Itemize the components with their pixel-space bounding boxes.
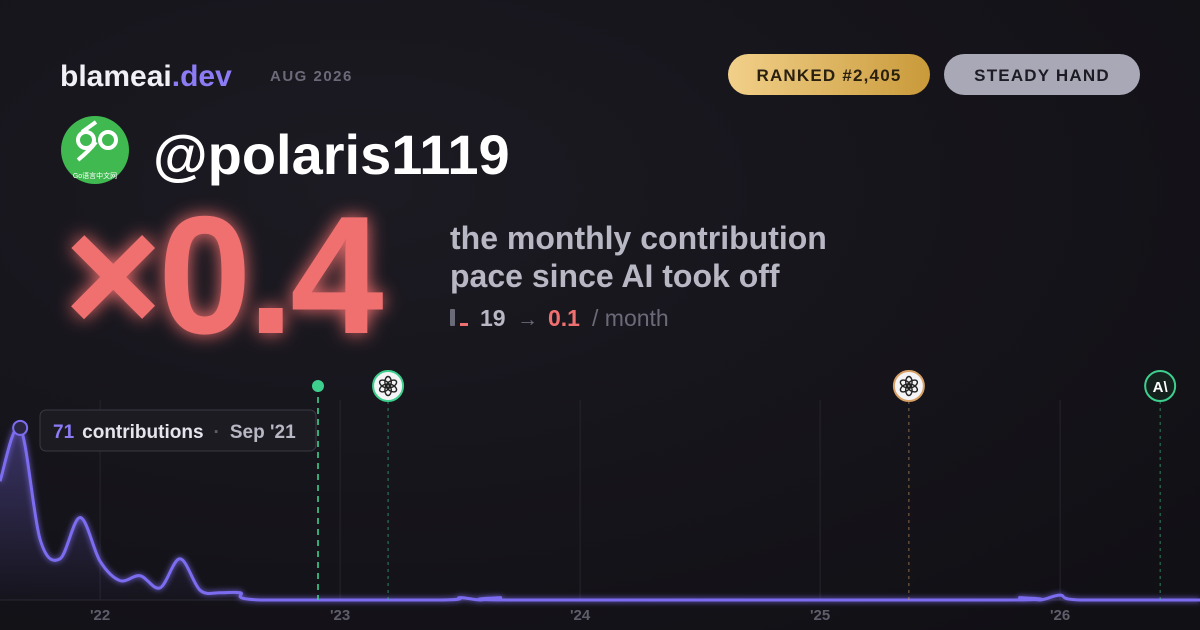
event-icon (1144, 370, 1177, 402)
avatar-glyph (76, 120, 98, 162)
unit: / month (592, 305, 669, 331)
tooltip-text: 71 contributions · Sep '21 (53, 422, 296, 443)
multiplier: ×0.4 (64, 181, 383, 369)
peak-point (12, 419, 29, 436)
line (0, 425, 1200, 602)
avatar-glyph (98, 130, 118, 150)
brand-name: blameai (60, 60, 172, 93)
style-text: STEADY HAND (974, 66, 1110, 85)
rank-badge (728, 54, 930, 95)
date: AUG 2026 (270, 68, 353, 85)
style-badge (944, 54, 1140, 95)
after-value: 0.1 (548, 305, 580, 331)
event-dot (312, 380, 324, 392)
tooltip-value: 71 (53, 422, 75, 443)
arrow: → (517, 308, 538, 331)
event-glyph (899, 379, 912, 389)
bar-icon (450, 309, 455, 326)
brand-tld: .dev (172, 60, 232, 93)
x-tick-label: '25 (810, 607, 830, 624)
event-icon (372, 370, 405, 402)
bar-icon (460, 323, 468, 326)
tooltip-label: contributions (82, 422, 203, 443)
event-glyph (378, 379, 391, 389)
chart: '22 '23 '24 '25 '26 71 contributions · Sep '21 A\ (0, 370, 1200, 624)
handle: @polaris1119 (153, 123, 510, 186)
brand: blameai.dev (60, 60, 232, 93)
x-tick-label: '22 (90, 607, 110, 624)
tooltip-sep: · (214, 422, 220, 443)
description: pace since AI took off (450, 258, 780, 294)
event-label: A\ (1153, 379, 1169, 396)
tooltip-date: Sep '21 (230, 422, 296, 443)
x-tick-label: '26 (1050, 607, 1070, 624)
before-value: 19 (480, 305, 506, 331)
event-icon (892, 370, 925, 402)
x-tick-label: '23 (330, 607, 350, 624)
avatar-caption: Go语言中文网 (73, 171, 117, 180)
avatar-glyph (76, 130, 96, 150)
tooltip-box (39, 409, 317, 452)
tooltip: 71 contributions · Sep '21 (39, 409, 317, 452)
rank-text: RANKED #2,405 (756, 66, 901, 85)
avatar: Go语言中文网 (61, 116, 129, 184)
description: the monthly contribution (450, 220, 827, 256)
area (0, 426, 1200, 600)
x-tick-label: '24 (570, 607, 591, 624)
